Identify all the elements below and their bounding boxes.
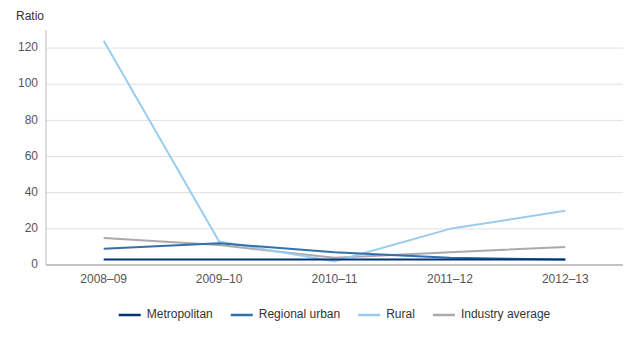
- legend-swatch: [231, 314, 253, 317]
- x-tick-label: 2011–12: [427, 272, 473, 286]
- x-tick-label: 2009–10: [196, 272, 243, 286]
- series-line: [104, 243, 566, 259]
- grid-line: [46, 120, 623, 121]
- y-tick-label: 0: [31, 257, 38, 271]
- grid-line: [46, 156, 623, 157]
- chart: 0 20 40 60 80 100 120 Ratio 2008–09 2009–10 2010–1…: [0, 0, 641, 337]
- legend-label: Rural: [386, 307, 415, 321]
- y-axis-line: [46, 30, 47, 265]
- y-tick-label: 120: [18, 40, 38, 54]
- x-axis-line: [46, 265, 623, 266]
- legend-label: Industry average: [461, 307, 551, 321]
- grid-line: [46, 84, 623, 85]
- legend: Metropolitan Regional urban Rural Industry …: [119, 307, 551, 321]
- x-tick-label: 2012–13: [542, 272, 589, 286]
- legend-label: Metropolitan: [147, 307, 213, 321]
- series-line: [104, 259, 566, 261]
- y-tick-label: 100: [18, 76, 38, 90]
- y-tick-label: 40: [25, 185, 39, 199]
- y-axis-label: Ratio: [16, 9, 44, 23]
- legend-item: Rural: [358, 307, 415, 321]
- x-tick-label: 2008–09: [80, 272, 127, 286]
- legend-swatch: [119, 314, 141, 317]
- legend-swatch: [433, 314, 455, 317]
- grid-line: [46, 265, 623, 266]
- y-tick-label: 80: [25, 113, 39, 127]
- series-line: [104, 41, 566, 262]
- y-tick-label: 20: [25, 221, 39, 235]
- legend-label: Regional urban: [259, 307, 340, 321]
- plot-area: [104, 41, 566, 262]
- legend-item: Industry average: [433, 307, 551, 321]
- legend-item: Metropolitan: [119, 307, 213, 321]
- series-line: [104, 238, 566, 258]
- legend-item: Regional urban: [231, 307, 340, 321]
- grid-line: [46, 48, 623, 49]
- y-tick-label: 60: [25, 149, 39, 163]
- grid-line: [46, 228, 623, 229]
- legend-swatch: [358, 314, 380, 317]
- x-tick-label: 2010–11: [312, 272, 358, 286]
- grid-line: [46, 192, 623, 193]
